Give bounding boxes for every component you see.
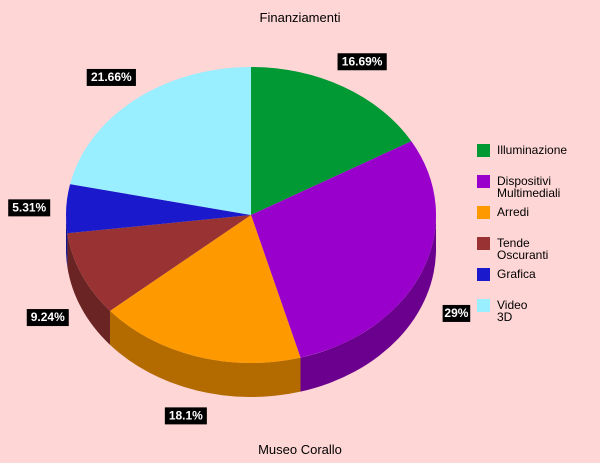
- legend-label: Tende Oscuranti: [497, 236, 549, 262]
- legend-label: Arredi: [497, 205, 530, 219]
- pie-slice-grafica: [66, 184, 251, 234]
- data-label-tende-oscuranti: 9.24%: [26, 309, 69, 327]
- pie-side-grafica: [66, 215, 68, 268]
- chart-xlabel: Museo Corallo: [258, 442, 342, 457]
- data-label-video-3d: 21.66%: [86, 68, 136, 86]
- svg-text:18.1%: 18.1%: [169, 408, 203, 422]
- svg-text:5.31%: 5.31%: [12, 200, 46, 214]
- legend-label: Illuminazione: [497, 143, 568, 157]
- legend-swatch: [477, 144, 490, 157]
- svg-text:29%: 29%: [444, 306, 468, 320]
- svg-text:16.69%: 16.69%: [342, 54, 383, 68]
- data-label-grafica: 5.31%: [8, 199, 51, 217]
- data-label-dispositivi-multimediali: 29%: [442, 304, 471, 322]
- legend-swatch: [477, 175, 490, 188]
- data-label-arredi: 18.1%: [164, 407, 207, 425]
- legend-label: Video 3D: [497, 298, 528, 324]
- legend-swatch: [477, 299, 490, 312]
- pie-slice-illuminazione: [251, 67, 412, 215]
- pie-side-dispositivi-multimediali: [300, 215, 437, 392]
- pie-slice-dispositivi-multimediali: [251, 141, 437, 358]
- pie-slice-tende-oscuranti: [67, 215, 251, 311]
- pie-side-tende-oscuranti: [67, 233, 111, 345]
- legend-swatch: [477, 268, 490, 281]
- svg-text:9.24%: 9.24%: [31, 310, 65, 324]
- chart-title: Finanziamenti: [259, 10, 341, 25]
- legend-swatch: [477, 237, 490, 250]
- data-label-illuminazione: 16.69%: [337, 53, 387, 71]
- pie-slice-video-3d: [70, 67, 251, 215]
- legend-swatch: [477, 206, 490, 219]
- legend-label: Dispositivi Multimediali: [497, 174, 561, 200]
- legend-label: Grafica: [497, 267, 536, 281]
- svg-text:21.66%: 21.66%: [91, 70, 132, 84]
- pie-slice-arredi: [110, 215, 301, 363]
- pie-side-arredi: [110, 310, 301, 398]
